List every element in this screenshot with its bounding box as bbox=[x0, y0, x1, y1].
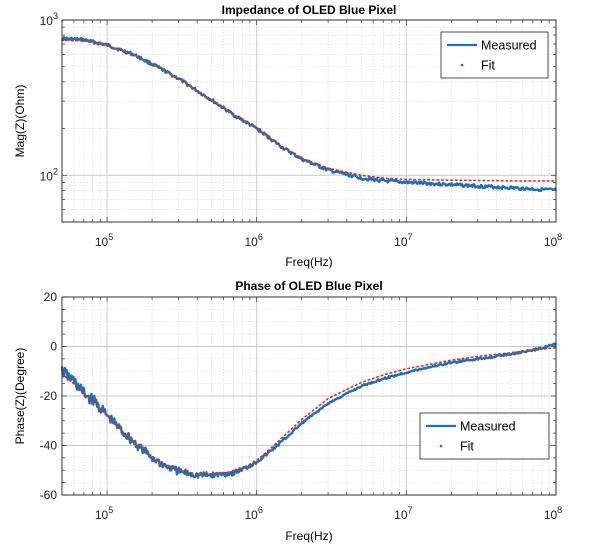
x-axis-label: Freq(Hz) bbox=[285, 255, 332, 269]
y-tick-label: -60 bbox=[40, 488, 58, 502]
x-tick-base: 10 bbox=[544, 235, 558, 249]
y-tick-exponent: 2 bbox=[53, 166, 58, 176]
x-tick-label: 106 bbox=[245, 505, 263, 522]
legend-box bbox=[419, 412, 550, 460]
legend-label-measured: Measured bbox=[460, 420, 516, 434]
x-tick-exponent: 5 bbox=[108, 505, 113, 515]
x-tick-base: 10 bbox=[245, 235, 259, 249]
legend: Measured Fit bbox=[419, 412, 550, 460]
x-tick-exponent: 7 bbox=[408, 505, 413, 515]
legend: Measured Fit bbox=[440, 31, 549, 79]
y-tick-label: 102 bbox=[40, 166, 58, 183]
series-measured-line bbox=[61, 36, 558, 193]
x-tick-exponent: 5 bbox=[108, 232, 113, 242]
axes-box bbox=[61, 19, 557, 223]
x-axis-label: Freq(Hz) bbox=[285, 529, 332, 543]
series-fit-line bbox=[61, 346, 557, 475]
x-tick-base: 10 bbox=[95, 235, 109, 249]
x-tick-base: 10 bbox=[245, 508, 259, 522]
y-tick-label: -40 bbox=[40, 439, 58, 453]
x-tick-exponent: 8 bbox=[557, 505, 562, 515]
legend-swatch-fit bbox=[439, 444, 443, 448]
x-tick-label: 108 bbox=[544, 232, 562, 249]
x-tick-base: 10 bbox=[394, 235, 408, 249]
y-tick-label: -20 bbox=[40, 389, 58, 403]
chart-title: Phase of OLED Blue Pixel bbox=[235, 279, 382, 293]
x-tick-label: 105 bbox=[95, 232, 113, 249]
axes-box bbox=[61, 296, 557, 496]
x-tick-label: 108 bbox=[544, 505, 562, 522]
x-tick-exponent: 8 bbox=[557, 232, 562, 242]
y-tick-label: 103 bbox=[40, 11, 58, 28]
x-tick-label: 106 bbox=[245, 232, 263, 249]
x-tick-base: 10 bbox=[95, 508, 109, 522]
legend-label-fit: Fit bbox=[481, 59, 495, 73]
y-axis-label: Phase(Z)(Degree) bbox=[13, 348, 27, 445]
x-tick-exponent: 7 bbox=[408, 232, 413, 242]
y-tick-label: 0 bbox=[50, 340, 57, 354]
x-tick-base: 10 bbox=[544, 508, 558, 522]
legend-label-fit: Fit bbox=[460, 440, 474, 454]
legend-swatch-fit bbox=[460, 63, 464, 67]
series-fit-line bbox=[61, 39, 557, 182]
y-tick-base: 10 bbox=[40, 169, 54, 183]
y-axis-label: Mag(Z)(Ohm) bbox=[13, 85, 27, 158]
x-tick-label: 107 bbox=[394, 505, 412, 522]
legend-label-measured: Measured bbox=[481, 39, 537, 53]
x-tick-label: 107 bbox=[394, 232, 412, 249]
y-tick-label: 20 bbox=[44, 290, 58, 304]
legend-box bbox=[440, 31, 549, 79]
x-tick-exponent: 6 bbox=[258, 505, 263, 515]
x-tick-base: 10 bbox=[394, 508, 408, 522]
chart-title: Impedance of OLED Blue Pixel bbox=[222, 3, 397, 17]
y-tick-exponent: 3 bbox=[53, 11, 58, 21]
series-measured-line bbox=[60, 342, 558, 479]
y-tick-base: 10 bbox=[40, 14, 54, 28]
x-tick-label: 105 bbox=[95, 505, 113, 522]
x-tick-exponent: 6 bbox=[258, 232, 263, 242]
